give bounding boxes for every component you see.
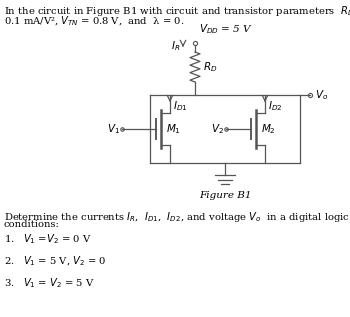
Text: Determine the currents $I_R$,  $I_{D1}$,  $I_{D2}$, and voltage $V_o$  in a digi: Determine the currents $I_R$, $I_{D1}$, … [4,210,350,224]
Text: $I_{D2}$: $I_{D2}$ [268,99,282,113]
Text: 1.   $V_1$ =$V_2$ = 0 V: 1. $V_1$ =$V_2$ = 0 V [4,232,91,246]
Text: conditions:: conditions: [4,220,60,229]
Text: $V_o$: $V_o$ [315,88,328,102]
Text: $M_2$: $M_2$ [261,122,276,136]
Text: $V_{DD}$ = 5 V: $V_{DD}$ = 5 V [199,22,253,36]
Text: 2.   $V_1$ = 5 V, $V_2$ = 0: 2. $V_1$ = 5 V, $V_2$ = 0 [4,254,106,268]
Text: 3.   $V_1$ = $V_2$ = 5 V: 3. $V_1$ = $V_2$ = 5 V [4,276,94,290]
Text: $V_1$: $V_1$ [107,122,120,136]
Text: $I_R$: $I_R$ [170,39,180,53]
Text: In the circuit in Figure B1 with circuit and transistor parameters  $R_D$ = 20kΩ: In the circuit in Figure B1 with circuit… [4,4,350,18]
Text: $R_D$: $R_D$ [203,60,217,74]
Text: $I_{D1}$: $I_{D1}$ [173,99,188,113]
Text: $M_1$: $M_1$ [166,122,181,136]
Text: 0.1 mA/V², $V_{TN}$ = 0.8 V,  and  λ = 0.: 0.1 mA/V², $V_{TN}$ = 0.8 V, and λ = 0. [4,14,184,28]
Text: Figure B1: Figure B1 [199,191,251,200]
Text: $V_2$: $V_2$ [211,122,224,136]
